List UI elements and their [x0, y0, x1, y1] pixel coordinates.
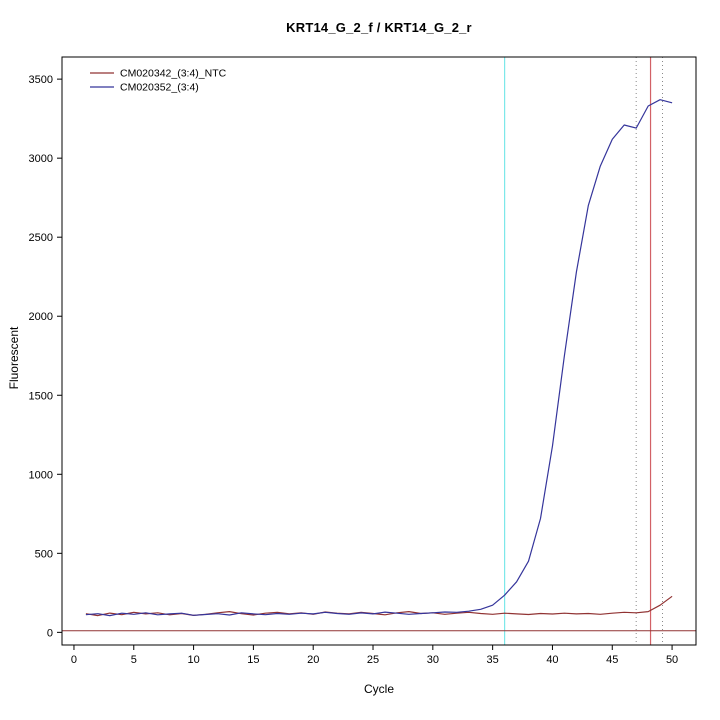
- y-tick-label: 2500: [29, 232, 53, 244]
- y-tick-label: 3000: [29, 153, 53, 165]
- x-tick-label: 45: [606, 654, 618, 666]
- x-tick-label: 50: [666, 654, 678, 666]
- y-tick-label: 500: [35, 548, 53, 560]
- series-line-1: [85, 99, 673, 617]
- y-tick-label: 3500: [29, 74, 53, 86]
- y-tick-label: 1000: [29, 469, 53, 481]
- x-tick-label: 40: [546, 654, 558, 666]
- x-tick-label: 5: [131, 654, 137, 666]
- x-tick-label: 15: [247, 654, 259, 666]
- x-tick-label: 10: [187, 654, 199, 666]
- x-tick-label: 35: [487, 654, 499, 666]
- x-tick-label: 30: [427, 654, 439, 666]
- x-tick-label: 20: [307, 654, 319, 666]
- plot-border: [61, 56, 697, 646]
- x-tick-label: 0: [71, 654, 77, 666]
- x-tick-label: 25: [367, 654, 379, 666]
- legend-label: CM020342_(3:4)_NTC: [120, 68, 227, 80]
- y-tick-label: 1500: [29, 390, 53, 402]
- y-tick-label: 0: [47, 627, 53, 639]
- x-axis-label: Cycle: [363, 682, 394, 696]
- chart-title: KRT14_G_2_f / KRT14_G_2_r: [286, 20, 472, 35]
- y-tick-label: 2000: [29, 311, 53, 323]
- legend-label: CM020352_(3:4): [120, 82, 199, 94]
